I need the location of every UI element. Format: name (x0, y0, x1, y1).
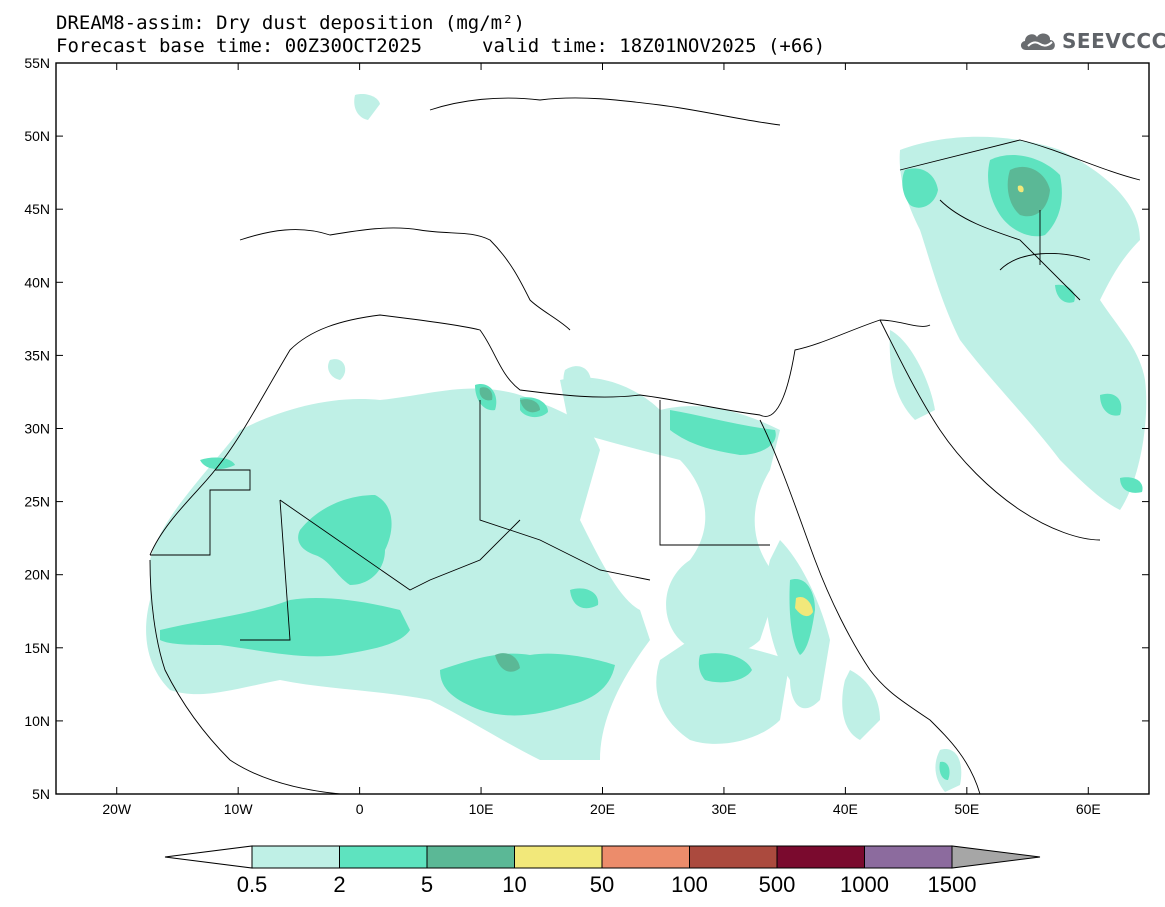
lat-tick-label: 40N (24, 274, 50, 290)
logo-text: SEEVCCC (1062, 29, 1165, 53)
dust-deposition-shading (146, 94, 1147, 792)
colorbar-legend: 0.5 2 5 10 50 100 500 1000 1500 (164, 845, 1041, 897)
colorbar-swatch (339, 845, 428, 869)
lon-tick-label: 40E (833, 801, 858, 817)
colorbar-over-arrow (951, 845, 1041, 869)
colorbar-swatch (864, 845, 953, 869)
colorbar-label: 0.5 (237, 872, 268, 897)
colorbar-swatch (689, 845, 778, 869)
lat-tick-label: 35N (24, 347, 50, 363)
colorbar-swatch (601, 845, 690, 869)
latitude-axis: 55N 50N 45N 40N 35N 30N 25N 20N 15N 10N 5N (24, 55, 1149, 802)
lon-tick-label: 20W (102, 801, 132, 817)
colorbar-swatch (776, 845, 865, 869)
lat-tick-label: 15N (24, 640, 50, 656)
deposition-level-2 (160, 155, 1143, 780)
lon-tick-label: 10W (224, 801, 254, 817)
lat-tick-label: 55N (24, 55, 50, 71)
forecast-base-time: Forecast base time: 00Z30OCT2025 (56, 35, 423, 57)
lat-tick-label: 30N (24, 421, 50, 437)
lon-tick-label: 30E (711, 801, 736, 817)
coastlines-borders (149, 97, 1141, 794)
colorbar-label: 50 (590, 872, 614, 897)
colorbar-label: 10 (502, 872, 526, 897)
map-title: DREAM8-assim: Dry dust deposition (mg/m²… (56, 12, 525, 34)
colorbar-under-arrow (164, 845, 253, 869)
lat-tick-label: 45N (24, 201, 50, 217)
colorbar-label: 500 (759, 872, 796, 897)
lat-tick-label: 50N (24, 128, 50, 144)
lat-tick-label: 25N (24, 494, 50, 510)
lon-tick-label: 10E (469, 801, 494, 817)
lon-tick-label: 20E (590, 801, 615, 817)
colorbar-label: 2 (333, 872, 345, 897)
lat-tick-label: 10N (24, 713, 50, 729)
colorbar-label: 1000 (840, 872, 889, 897)
deposition-level-10 (795, 185, 1024, 617)
valid-time: valid time: 18Z01NOV2025 (+66) (482, 35, 826, 57)
seevccc-logo: SEEVCCC (1018, 26, 1165, 56)
colorbar-swatch (251, 845, 340, 869)
colorbar-label: 100 (671, 872, 708, 897)
lon-tick-label: 50E (954, 801, 979, 817)
deposition-level-5 (479, 166, 1050, 672)
colorbar-label: 5 (421, 872, 433, 897)
colorbar-swatch (514, 845, 603, 869)
lat-tick-label: 20N (24, 567, 50, 583)
longitude-axis: 20W 10W 0 10E 20E 30E 40E 50E 60E (102, 63, 1101, 817)
colorbar-label: 1500 (928, 872, 977, 897)
colorbar-swatch (426, 845, 515, 869)
lon-tick-label: 60E (1076, 801, 1101, 817)
lat-tick-label: 5N (32, 786, 50, 802)
cloud-icon (1020, 33, 1055, 50)
lon-tick-label: 0 (356, 801, 364, 817)
